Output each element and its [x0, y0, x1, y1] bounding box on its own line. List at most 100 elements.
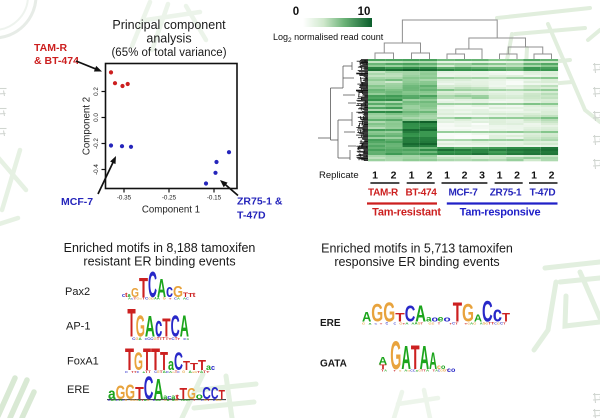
- svg-text:C: C: [166, 371, 170, 374]
- svg-text:T: T: [135, 385, 144, 404]
- svg-text:a: a: [108, 386, 116, 403]
- svg-text:G: G: [136, 309, 145, 343]
- svg-text:A: A: [429, 347, 437, 374]
- svg-text:C: C: [394, 322, 398, 325]
- svg-text:G: G: [204, 398, 207, 402]
- svg-text:ERE: ERE: [320, 318, 341, 329]
- svg-text:A: A: [167, 399, 171, 402]
- svg-text:MCF-7: MCF-7: [61, 196, 93, 208]
- svg-text:C: C: [108, 399, 112, 402]
- svg-text:c: c: [167, 395, 172, 401]
- svg-text:A: A: [401, 340, 411, 377]
- svg-text:C: C: [125, 371, 129, 374]
- svg-text:Enriched motifs in 5,713 tamox: Enriched motifs in 5,713 tamoxifen: [321, 242, 513, 256]
- svg-text:o: o: [441, 364, 445, 370]
- svg-text:G: G: [132, 399, 136, 402]
- svg-text:A: A: [172, 399, 176, 402]
- svg-text:C: C: [500, 322, 503, 326]
- svg-text:analysis: analysis: [146, 32, 191, 46]
- svg-text:A: A: [119, 399, 123, 402]
- svg-text:T: T: [380, 323, 383, 325]
- svg-text:T: T: [169, 337, 173, 341]
- svg-text:c: c: [122, 293, 125, 299]
- svg-text:1: 1: [497, 170, 503, 182]
- svg-text:0.0: 0.0: [93, 113, 100, 122]
- svg-text:responsive ER binding events: responsive ER binding events: [334, 255, 499, 269]
- svg-text:3: 3: [479, 170, 485, 182]
- svg-text:G: G: [473, 322, 477, 325]
- svg-text:A: A: [480, 322, 483, 325]
- svg-text:A: A: [411, 322, 415, 325]
- svg-text:C: C: [410, 369, 413, 373]
- svg-text:C: C: [213, 399, 217, 402]
- svg-text:G: G: [432, 321, 435, 325]
- svg-text:A: A: [181, 399, 185, 402]
- svg-text:A: A: [426, 369, 430, 372]
- svg-text:T: T: [432, 369, 436, 373]
- svg-text:A: A: [470, 322, 474, 325]
- svg-text:T: T: [423, 369, 427, 372]
- svg-text:0: 0: [293, 6, 299, 18]
- svg-text:G: G: [175, 399, 179, 402]
- svg-text:G: G: [157, 370, 160, 374]
- svg-text:A: A: [139, 337, 142, 341]
- svg-text:G: G: [182, 370, 185, 374]
- svg-text:C: C: [177, 370, 180, 374]
- svg-text:a: a: [168, 355, 174, 374]
- svg-text:resistant ER binding events: resistant ER binding events: [83, 255, 235, 269]
- svg-text:A: A: [163, 369, 166, 373]
- svg-text:G: G: [497, 322, 500, 325]
- svg-text:A: A: [157, 297, 160, 300]
- svg-text:G: G: [147, 399, 150, 402]
- svg-text:T: T: [453, 297, 463, 328]
- svg-text:T: T: [438, 322, 441, 325]
- svg-text:c: c: [447, 368, 451, 374]
- svg-text:G: G: [428, 322, 432, 325]
- svg-text:A: A: [474, 314, 482, 324]
- svg-text:G: G: [440, 369, 443, 373]
- svg-text:G: G: [462, 300, 474, 328]
- svg-text:G: G: [173, 283, 183, 300]
- svg-text:A: A: [145, 310, 155, 343]
- svg-text:1: 1: [531, 170, 537, 182]
- svg-text:A: A: [200, 369, 203, 374]
- svg-text:C: C: [153, 399, 157, 402]
- svg-text:T: T: [151, 343, 160, 378]
- svg-text:A: A: [111, 399, 113, 402]
- svg-text:T: T: [127, 302, 135, 346]
- svg-text:T: T: [207, 399, 211, 402]
- svg-text:T-47D: T-47D: [237, 210, 266, 222]
- svg-text:T: T: [183, 291, 189, 299]
- svg-text:TAM-R: TAM-R: [368, 188, 399, 199]
- svg-text:T: T: [177, 338, 180, 341]
- svg-text:C: C: [174, 348, 183, 376]
- svg-text:A: A: [415, 301, 426, 327]
- svg-text:A: A: [154, 297, 157, 301]
- svg-text:Log2 normalised read count: Log2 normalised read count: [273, 32, 384, 44]
- svg-text:a: a: [426, 314, 432, 323]
- svg-text:T: T: [145, 369, 148, 373]
- svg-text:T: T: [421, 369, 425, 372]
- svg-text:c: c: [155, 309, 162, 343]
- svg-text:G: G: [136, 298, 140, 301]
- svg-text:A: A: [368, 323, 372, 325]
- svg-text:2: 2: [427, 170, 433, 182]
- svg-text:a: a: [206, 362, 211, 372]
- svg-text:T: T: [162, 314, 171, 343]
- svg-text:C: C: [201, 399, 205, 401]
- svg-text:C: C: [386, 321, 389, 325]
- svg-text:2: 2: [514, 170, 520, 182]
- svg-text:T: T: [380, 363, 387, 370]
- svg-text:a: a: [171, 394, 175, 400]
- svg-text:Component 2: Component 2: [82, 97, 93, 155]
- svg-text:G: G: [125, 398, 127, 401]
- svg-text:C: C: [171, 336, 174, 341]
- svg-text:2: 2: [462, 170, 468, 182]
- svg-text:o: o: [451, 368, 455, 374]
- svg-text:T: T: [157, 336, 160, 341]
- svg-text:t: t: [125, 291, 128, 299]
- svg-text:1: 1: [444, 170, 450, 182]
- svg-text:TAM-R: TAM-R: [34, 42, 67, 54]
- svg-text:A: A: [379, 356, 388, 367]
- svg-text:G: G: [136, 337, 139, 341]
